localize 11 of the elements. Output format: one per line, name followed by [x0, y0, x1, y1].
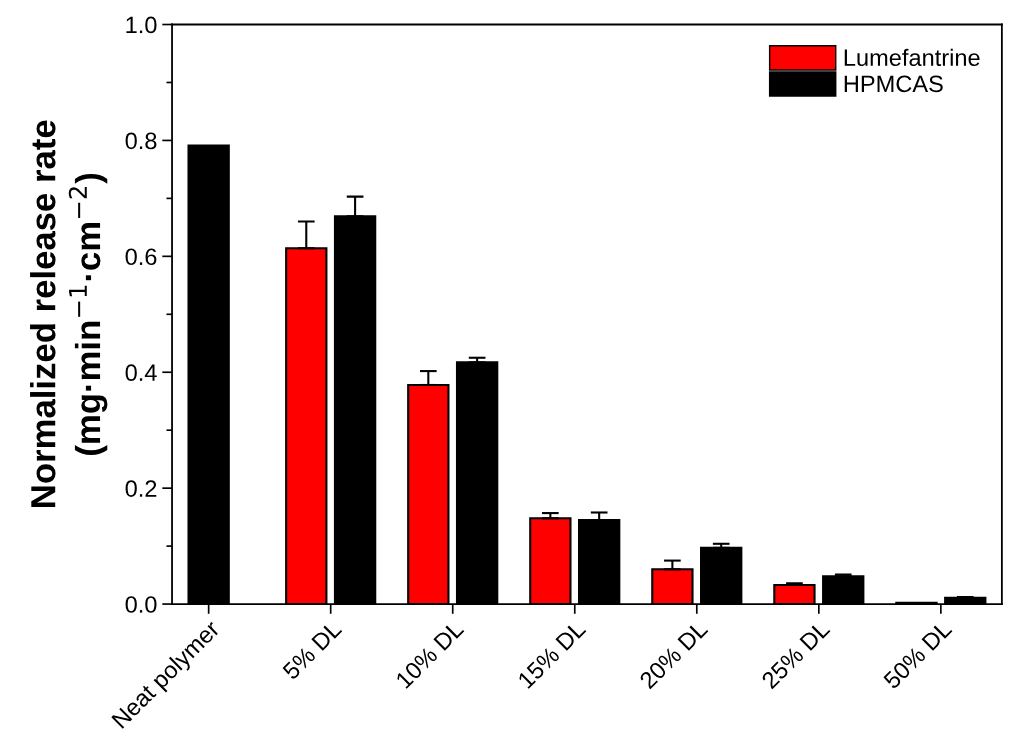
- y-tick-label: 0.2: [125, 480, 157, 497]
- x-tick-label: 5% DL: [281, 619, 343, 681]
- y-tick-label: 0.0: [125, 596, 157, 613]
- legend-label: Lumefantrine: [844, 48, 980, 67]
- y-tick-label: 0.4: [125, 364, 157, 382]
- x-tick-label: 50% DL: [882, 619, 953, 690]
- y-tick-label: 1.0: [126, 16, 157, 34]
- y-axis-title: Normalized release rate (mg·min$^{−1}$·cm$^{−2}$): [30, 120, 108, 507]
- y-tick-label: 0.8: [125, 132, 157, 150]
- y-tick-label: 0.6: [125, 248, 157, 266]
- legend-label: HPMCAS: [844, 75, 943, 93]
